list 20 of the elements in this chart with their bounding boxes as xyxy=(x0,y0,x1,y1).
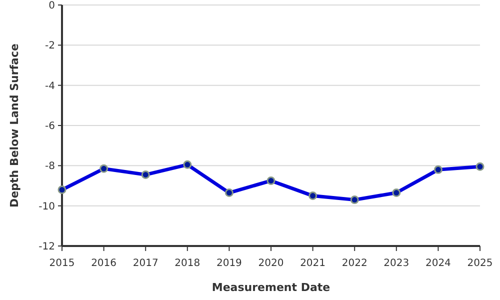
x-tick-label: 2015 xyxy=(49,258,75,269)
x-tick-label: 2025 xyxy=(467,258,493,269)
y-tick-label: 0 xyxy=(48,0,55,12)
x-tick-label: 2017 xyxy=(132,258,158,269)
x-tick-label: 2016 xyxy=(91,258,117,269)
x-tick-label: 2024 xyxy=(425,258,451,269)
y-tick-label: -6 xyxy=(45,121,55,132)
y-tick-label: -2 xyxy=(45,40,55,52)
x-axis-title: Measurement Date xyxy=(212,281,330,294)
y-tick-label: -8 xyxy=(45,161,55,172)
y-tick-label: -4 xyxy=(45,80,55,92)
x-tick-label: 2022 xyxy=(342,258,368,269)
y-axis-title: Depth Below Land Surface xyxy=(8,44,21,208)
y-tick-label: -10 xyxy=(38,201,55,212)
y-tick-label: -12 xyxy=(38,242,55,252)
x-tick-label: 2023 xyxy=(384,258,410,269)
x-tick-label: 2021 xyxy=(300,258,326,269)
x-tick-label: 2019 xyxy=(216,258,242,269)
x-tick-label: 2020 xyxy=(258,258,284,269)
x-tick-label: 2018 xyxy=(174,258,200,269)
